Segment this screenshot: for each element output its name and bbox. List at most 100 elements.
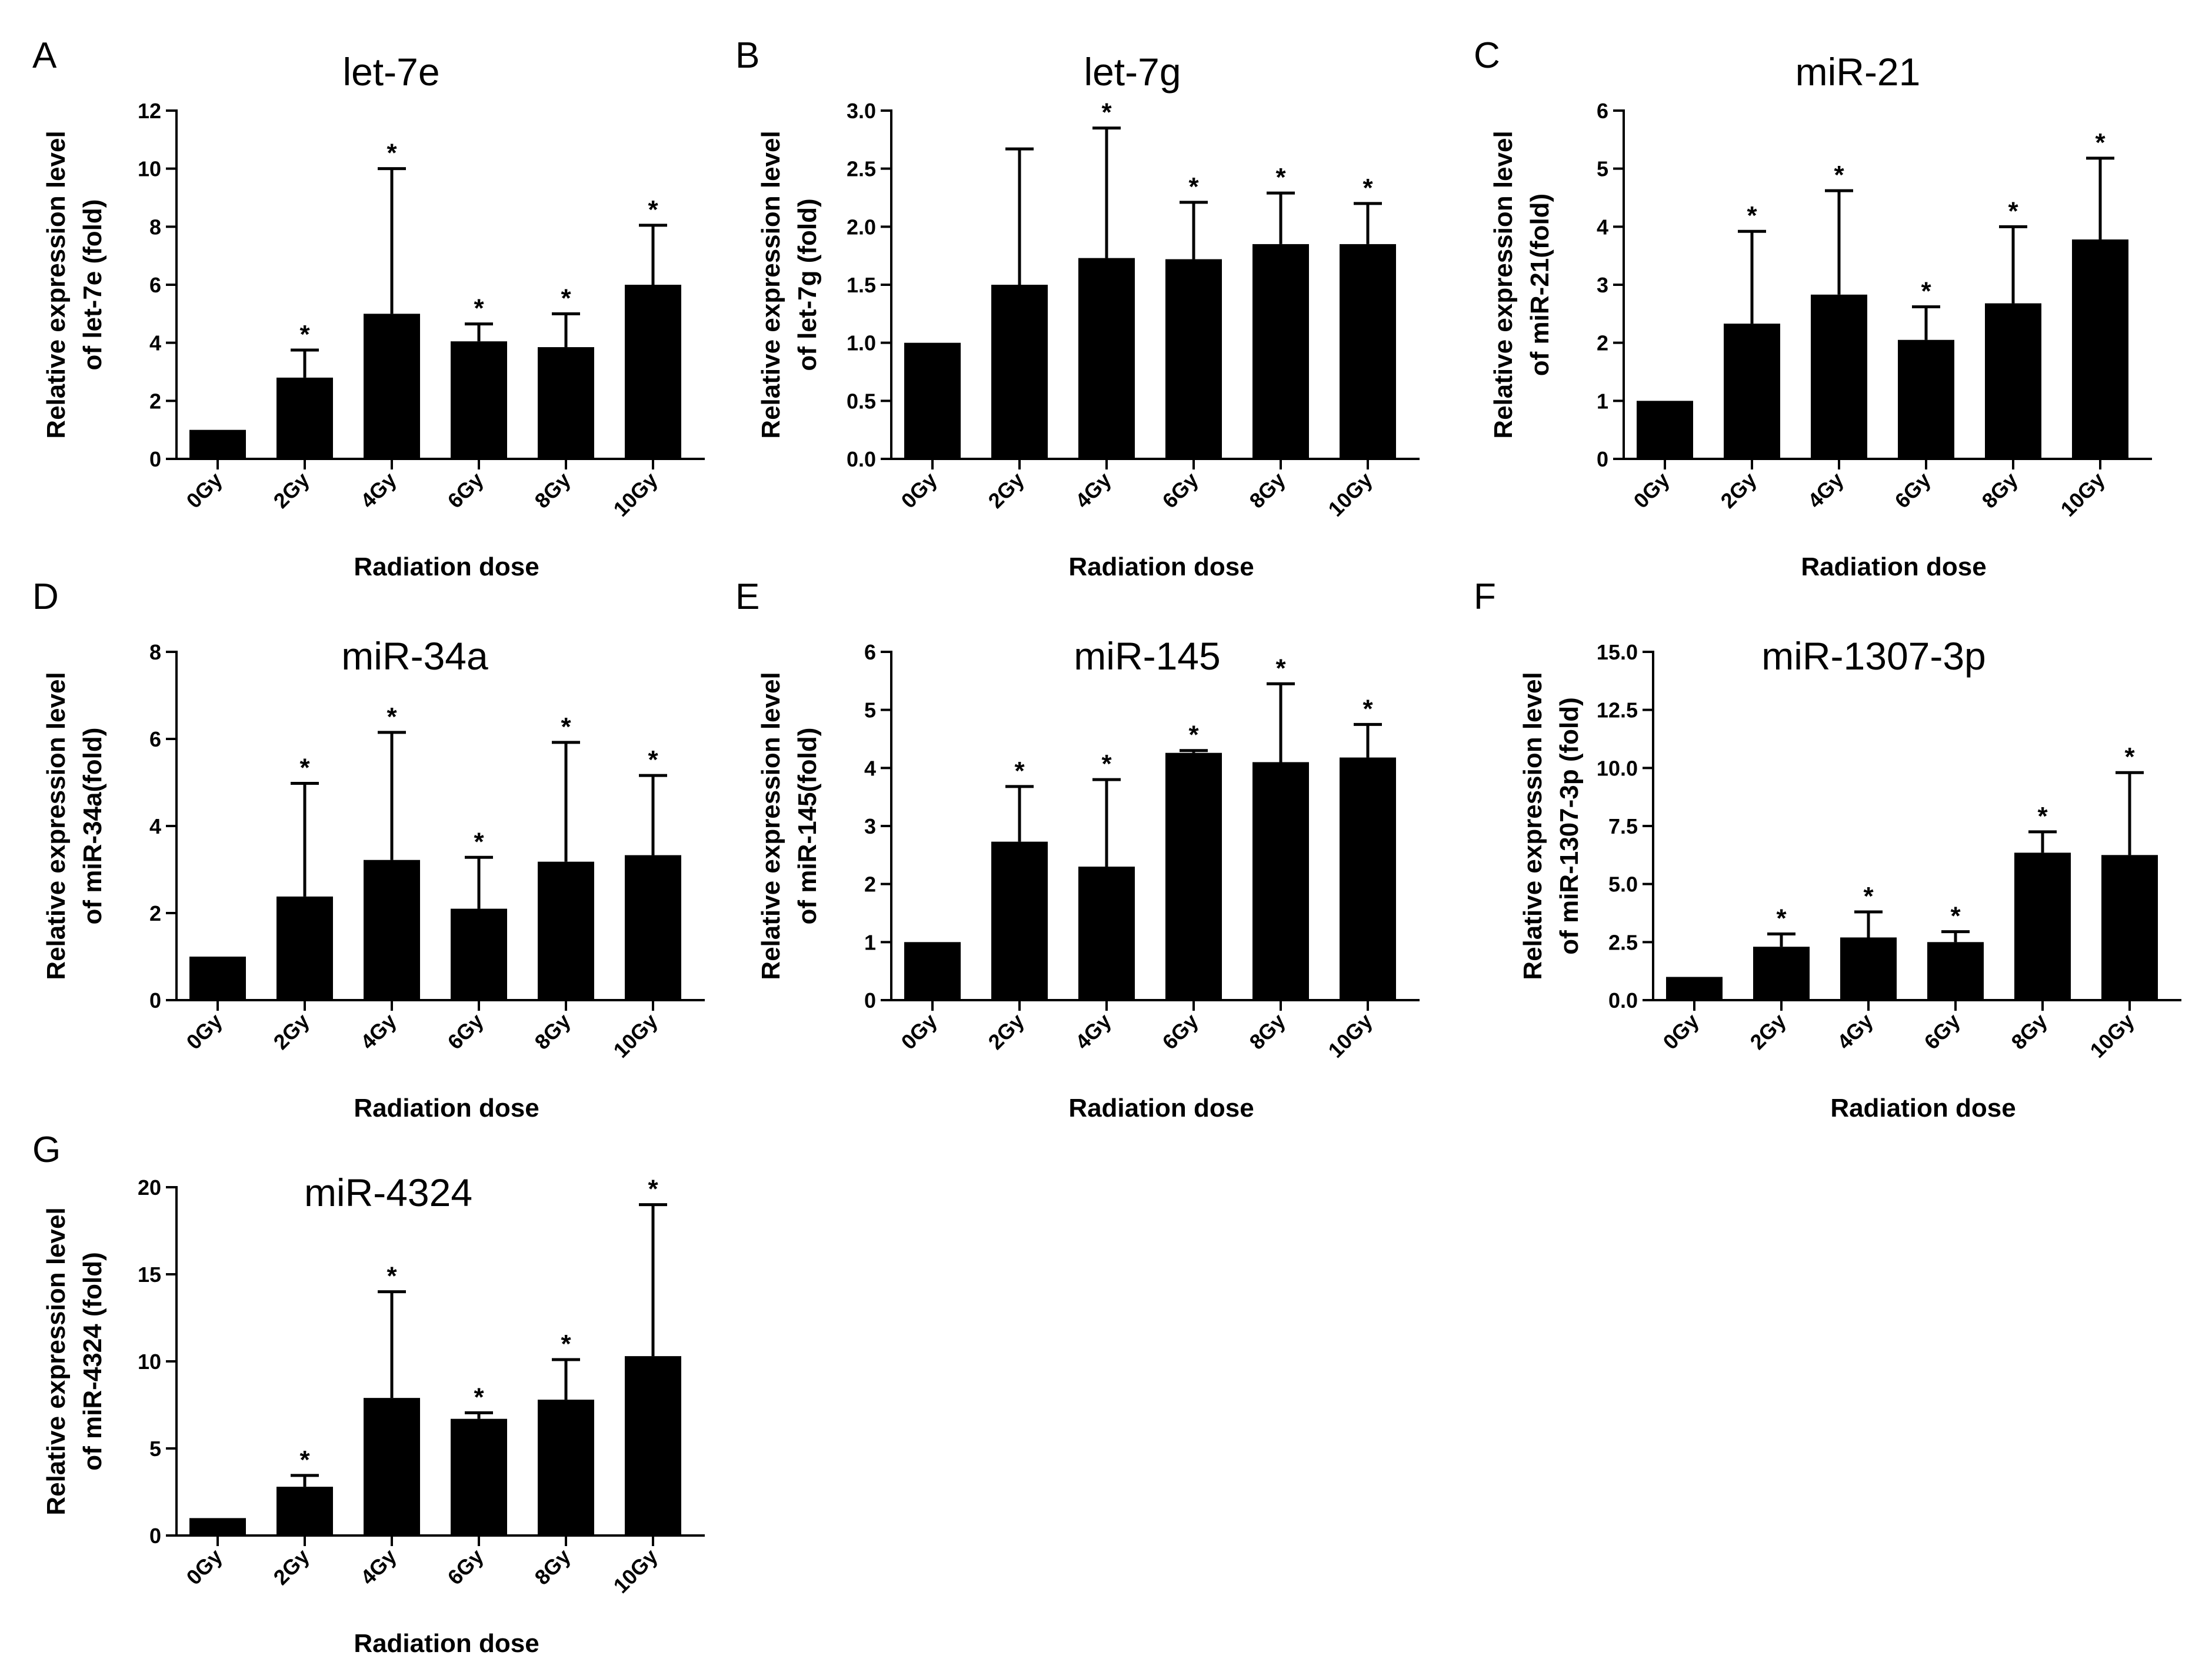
bar bbox=[625, 285, 681, 459]
significance-marker: * bbox=[1275, 654, 1286, 682]
y-axis-title-line2: of let-7g (fold) bbox=[793, 198, 822, 371]
x-tick-label: 2Gy bbox=[984, 1009, 1029, 1054]
significance-marker: * bbox=[648, 1175, 658, 1204]
x-tick-label: 2Gy bbox=[269, 468, 314, 513]
y-axis-title-line2: of let-7e (fold) bbox=[78, 199, 107, 371]
significance-marker: * bbox=[1747, 201, 1757, 230]
x-tick-label: 6Gy bbox=[1920, 1009, 1965, 1054]
significance-marker: * bbox=[387, 1262, 397, 1291]
significance-marker: * bbox=[1921, 277, 1931, 305]
bar bbox=[1985, 303, 2041, 459]
chart-title: let-7g bbox=[1084, 50, 1181, 94]
bar bbox=[538, 1400, 594, 1536]
significance-marker: * bbox=[2124, 742, 2135, 771]
y-tick-label: 10 bbox=[138, 157, 161, 181]
bar bbox=[1666, 977, 1723, 1000]
significance-marker: * bbox=[561, 712, 571, 741]
bar bbox=[2014, 852, 2071, 1000]
significance-marker: * bbox=[1776, 904, 1787, 933]
y-tick-label: 2.5 bbox=[1608, 930, 1638, 954]
significance-marker: * bbox=[2008, 196, 2018, 225]
y-tick-label: 2 bbox=[1597, 331, 1608, 355]
x-tick-label: 2Gy bbox=[984, 468, 1029, 513]
y-tick-label: 0 bbox=[1597, 447, 1608, 471]
bar bbox=[1724, 324, 1780, 459]
x-tick-label: 2Gy bbox=[1716, 468, 1761, 513]
significance-marker: * bbox=[1188, 721, 1199, 750]
significance-marker: * bbox=[1362, 694, 1373, 723]
y-tick-label: 3 bbox=[864, 814, 876, 838]
x-tick-label: 8Gy bbox=[530, 468, 575, 513]
bar bbox=[276, 377, 333, 459]
y-tick-label: 5 bbox=[149, 1437, 161, 1461]
y-tick-label: 12.5 bbox=[1597, 698, 1638, 722]
bar bbox=[538, 861, 594, 1000]
significance-marker: * bbox=[387, 702, 397, 731]
significance-marker: * bbox=[299, 1445, 310, 1474]
y-tick-label: 20 bbox=[138, 1175, 161, 1200]
significance-marker: * bbox=[1834, 161, 1844, 189]
y-tick-label: 4 bbox=[149, 814, 161, 838]
bar bbox=[189, 957, 246, 1000]
x-tick-label: 0Gy bbox=[1629, 468, 1674, 513]
y-tick-label: 5 bbox=[864, 698, 876, 722]
y-tick-label: 6 bbox=[1597, 99, 1608, 123]
bar bbox=[1898, 339, 1954, 459]
y-tick-label: 6 bbox=[149, 727, 161, 751]
y-axis-title-line2: of miR-34a(fold) bbox=[78, 728, 107, 925]
x-tick-label: 10Gy bbox=[2056, 468, 2109, 521]
y-tick-label: 15.0 bbox=[1597, 640, 1638, 664]
y-tick-label: 1.0 bbox=[847, 331, 876, 355]
bar bbox=[904, 342, 961, 459]
significance-marker: * bbox=[1863, 882, 1874, 911]
y-tick-label: 0.0 bbox=[847, 447, 876, 471]
y-tick-label: 10 bbox=[138, 1350, 161, 1374]
y-tick-label: 6 bbox=[864, 640, 876, 664]
bar bbox=[276, 896, 333, 1000]
bar bbox=[1078, 867, 1135, 1000]
significance-marker: * bbox=[648, 745, 658, 774]
x-tick-label: 10Gy bbox=[2085, 1009, 2138, 1063]
x-axis-title: Radiation dose bbox=[354, 1629, 539, 1658]
bar bbox=[904, 942, 961, 1000]
y-tick-label: 2 bbox=[864, 872, 876, 897]
x-tick-label: 8Gy bbox=[1977, 468, 2023, 513]
significance-marker: * bbox=[561, 284, 571, 312]
x-tick-label: 0Gy bbox=[897, 1009, 942, 1054]
y-tick-label: 2 bbox=[149, 389, 161, 413]
significance-marker: * bbox=[1950, 902, 1961, 931]
x-axis-title: Radiation dose bbox=[354, 552, 539, 581]
bar bbox=[991, 841, 1048, 1000]
y-tick-label: 0 bbox=[149, 988, 161, 1012]
x-tick-label: 0Gy bbox=[1658, 1009, 1704, 1054]
significance-marker: * bbox=[299, 320, 310, 349]
x-tick-label: 6Gy bbox=[443, 1544, 488, 1590]
x-tick-label: 10Gy bbox=[1323, 468, 1377, 521]
significance-marker: * bbox=[561, 1330, 571, 1358]
panel-letter: E bbox=[735, 577, 759, 617]
bar bbox=[189, 429, 246, 459]
x-tick-label: 8Gy bbox=[530, 1009, 575, 1054]
y-tick-label: 8 bbox=[149, 640, 161, 664]
y-tick-label: 2 bbox=[149, 901, 161, 925]
x-tick-label: 10Gy bbox=[608, 1544, 662, 1598]
significance-marker: * bbox=[2095, 128, 2106, 157]
x-axis-title: Radiation dose bbox=[1801, 552, 1986, 581]
x-axis-title: Radiation dose bbox=[1068, 552, 1254, 581]
x-axis-title: Radiation dose bbox=[354, 1094, 539, 1123]
y-tick-label: 1 bbox=[1597, 389, 1608, 413]
significance-marker: * bbox=[474, 827, 484, 856]
chart-title: miR-145 bbox=[1074, 634, 1220, 678]
x-tick-label: 4Gy bbox=[356, 1009, 401, 1054]
bar bbox=[364, 314, 420, 459]
bar bbox=[1811, 294, 1867, 459]
bar bbox=[1927, 942, 1984, 1000]
chart-title: miR-1307-3p bbox=[1761, 634, 1986, 678]
bar bbox=[1340, 244, 1396, 459]
significance-marker: * bbox=[474, 1383, 484, 1411]
